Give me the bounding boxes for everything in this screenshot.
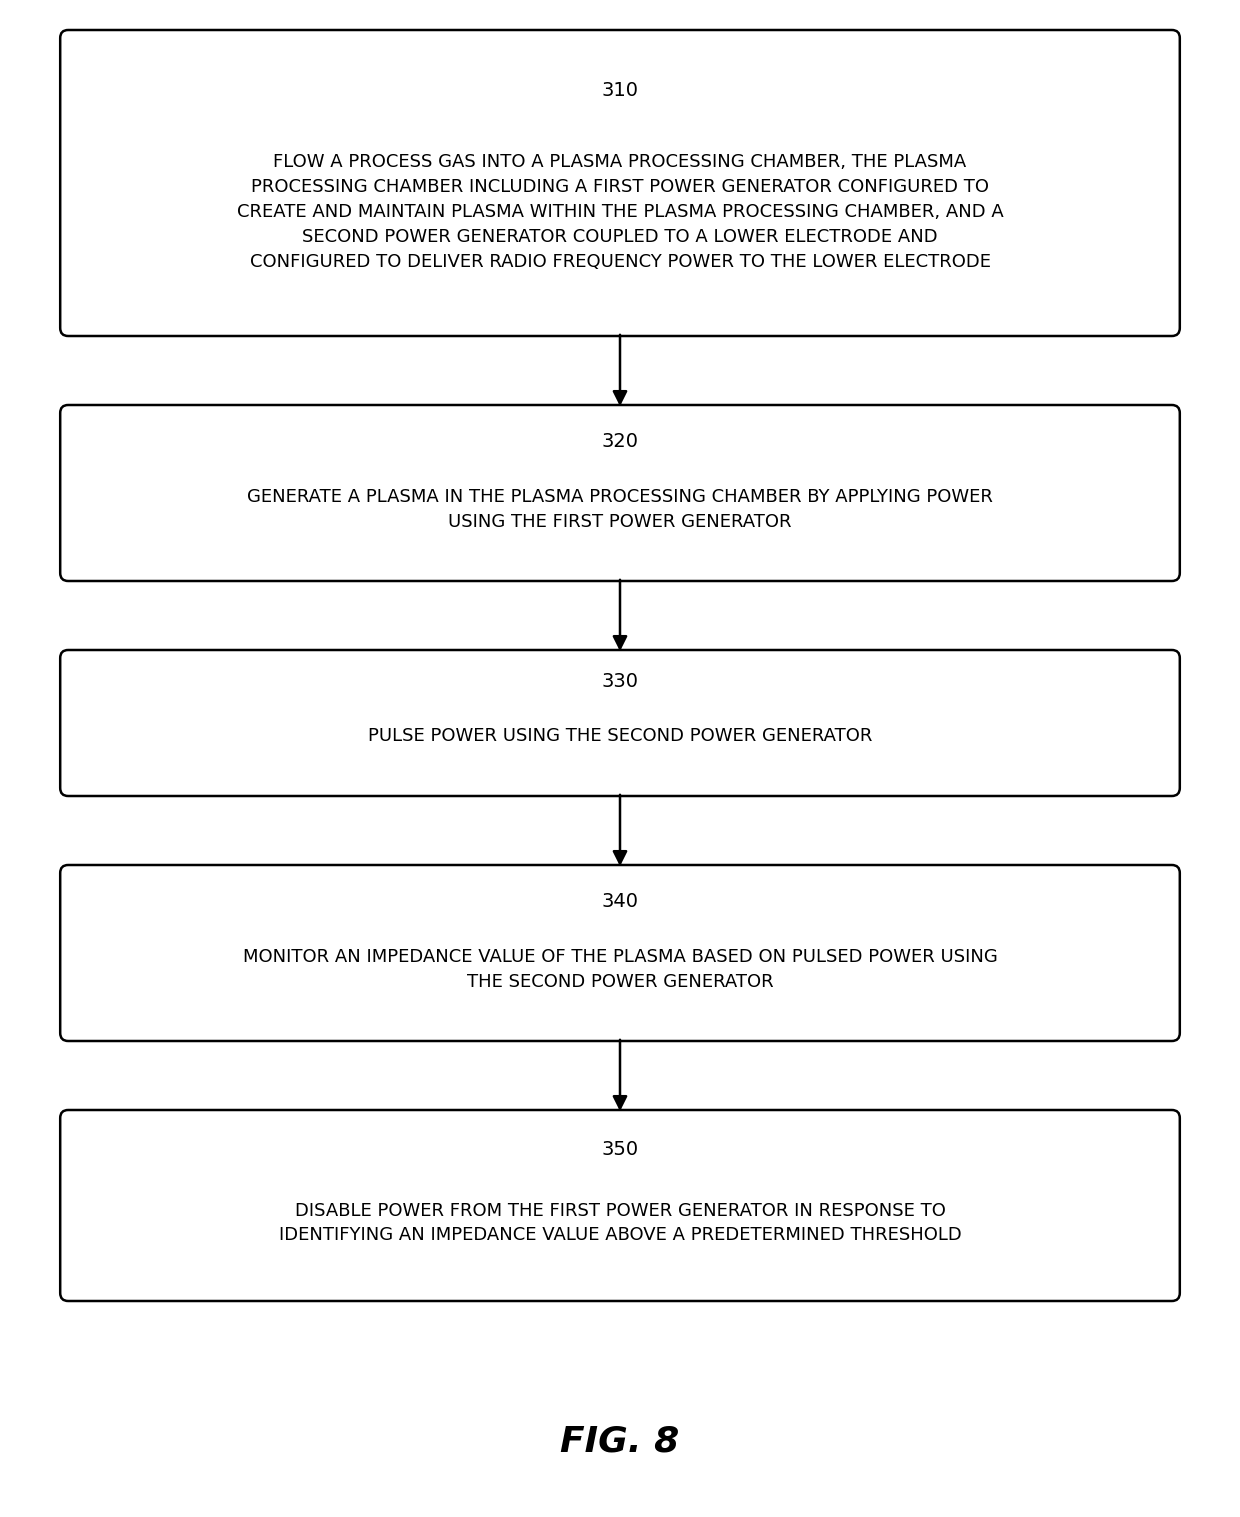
Text: PULSE POWER USING THE SECOND POWER GENERATOR: PULSE POWER USING THE SECOND POWER GENER… [368, 727, 872, 745]
FancyBboxPatch shape [61, 30, 1179, 335]
FancyBboxPatch shape [61, 865, 1179, 1041]
Text: FLOW A PROCESS GAS INTO A PLASMA PROCESSING CHAMBER, THE PLASMA
PROCESSING CHAMB: FLOW A PROCESS GAS INTO A PLASMA PROCESS… [237, 153, 1003, 272]
Text: GENERATE A PLASMA IN THE PLASMA PROCESSING CHAMBER BY APPLYING POWER
USING THE F: GENERATE A PLASMA IN THE PLASMA PROCESSI… [247, 487, 993, 531]
FancyBboxPatch shape [61, 649, 1179, 796]
Text: 330: 330 [601, 672, 639, 690]
Text: 350: 350 [601, 1139, 639, 1159]
FancyBboxPatch shape [61, 1110, 1179, 1302]
Text: 340: 340 [601, 892, 639, 912]
Text: FIG. 8: FIG. 8 [560, 1424, 680, 1459]
FancyBboxPatch shape [61, 405, 1179, 581]
Text: DISABLE POWER FROM THE FIRST POWER GENERATOR IN RESPONSE TO
IDENTIFYING AN IMPED: DISABLE POWER FROM THE FIRST POWER GENER… [279, 1201, 961, 1244]
Text: 320: 320 [601, 432, 639, 451]
Text: MONITOR AN IMPEDANCE VALUE OF THE PLASMA BASED ON PULSED POWER USING
THE SECOND : MONITOR AN IMPEDANCE VALUE OF THE PLASMA… [243, 948, 997, 991]
Text: 310: 310 [601, 80, 639, 100]
